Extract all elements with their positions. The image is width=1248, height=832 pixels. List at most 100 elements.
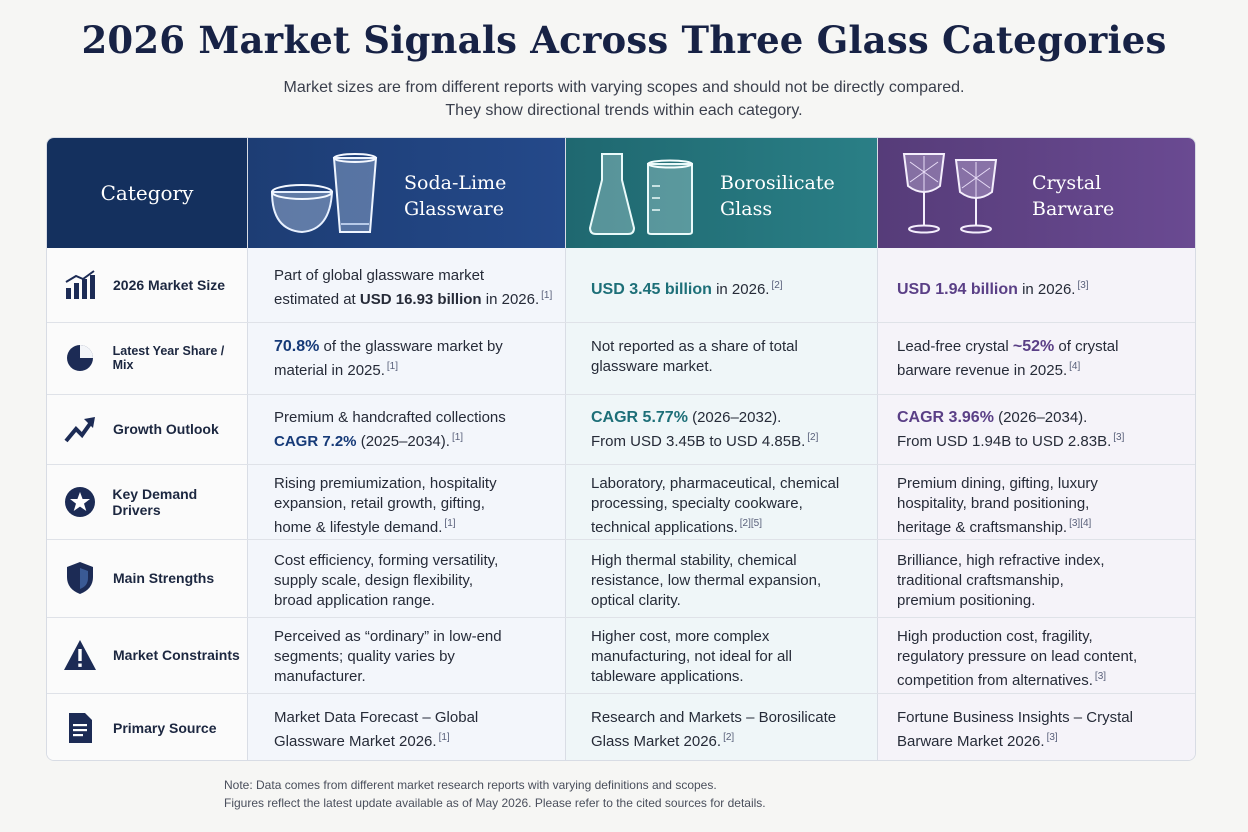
cell-crystal-market-size: USD 1.94 billion in 2026. [3]: [897, 276, 1089, 300]
citation-ref: [4]: [1069, 361, 1081, 372]
cell-soda-strengths: Cost efficiency, forming versatility, su…: [274, 551, 498, 611]
cell-line: Laboratory, pharmaceutical, chemical: [591, 475, 840, 492]
row-label-text: Growth Outlook: [113, 421, 219, 437]
cell-text: From USD 3.45B to USD 4.85B.: [591, 433, 806, 450]
cell-text: competition from alternatives.: [897, 672, 1093, 689]
cell-line: Market Data Forecast – Global: [274, 709, 479, 726]
citation-ref: [3][4]: [1069, 518, 1092, 529]
lab-flask-and-beaker-icon: [588, 153, 693, 235]
header-borosilicate-line-2: Glass: [720, 198, 773, 220]
citation-ref: [1]: [451, 432, 464, 443]
header-borosilicate: Borosilicate Glass: [566, 138, 877, 248]
header-category: Category: [47, 138, 247, 248]
cell-line: processing, specialty cookware,: [591, 495, 803, 512]
cell-text: (2026–2032).: [687, 409, 782, 426]
header-soda-lime-line-1: Soda-Lime: [404, 172, 507, 194]
cell-text: of crystal: [1054, 338, 1119, 355]
cell-line: manufacturing, not ideal for all: [591, 648, 792, 665]
header-soda-lime-line-2: Glassware: [404, 198, 505, 220]
cell-soda-share: 70.8% of the glassware market by materia…: [274, 337, 503, 381]
cell-text: Glass Market 2026.: [591, 733, 722, 750]
market-size-value: USD 3.45 billion: [591, 281, 712, 298]
cagr-value: CAGR 5.77%: [591, 409, 688, 426]
cell-text: in 2026.: [481, 291, 540, 308]
cell-line: broad application range.: [274, 592, 435, 609]
citation-ref: [3]: [1113, 432, 1125, 443]
cell-line: Research and Markets – Borosilicate: [591, 709, 837, 726]
cell-crystal-share: Lead-free crystal ~52% of crystal barwar…: [897, 337, 1118, 381]
cell-text: heritage & craftsmanship.: [897, 519, 1068, 536]
cell-text: of the glassware market by: [319, 338, 503, 355]
cell-text: (2025–2034).: [356, 433, 450, 450]
citation-ref: [3]: [1046, 732, 1058, 743]
cell-text: (2026–2034).: [993, 409, 1088, 426]
cell-boro-share: Not reported as a share of total glasswa…: [591, 337, 798, 377]
cell-line: Not reported as a share of total: [591, 338, 798, 355]
row-label-text: Key Demand Drivers: [112, 485, 198, 518]
row-label-drivers: Key Demand Drivers: [47, 464, 247, 539]
citation-ref: [1]: [438, 732, 450, 743]
pie-chart-icon: [63, 341, 97, 375]
subtitle-line-1: Market sizes are from different reports …: [283, 79, 965, 96]
cell-soda-market-size: Part of global glassware market estimate…: [274, 266, 552, 310]
cell-soda-drivers: Rising premiumization, hospitality expan…: [274, 474, 497, 538]
cell-line: glassware market.: [591, 358, 713, 375]
citation-ref: [1]: [444, 518, 456, 529]
market-size-value: USD 1.94 billion: [897, 281, 1018, 298]
row-label-market-size: 2026 Market Size: [47, 248, 247, 322]
row-label-text: 2026 Market Size: [113, 277, 226, 293]
cell-line: High thermal stability, chemical: [591, 552, 797, 569]
cell-soda-constraints: Perceived as “ordinary” in low-end segme…: [274, 627, 502, 687]
cell-line: Fortune Business Insights – Crystal: [897, 709, 1133, 726]
row-label-text: Market Constraints: [113, 647, 240, 663]
row-label-source: Primary Source: [47, 693, 247, 760]
cell-line: supply scale, design flexibility,: [274, 572, 473, 589]
citation-ref: [2][5]: [739, 518, 763, 529]
cell-text: in 2026.: [711, 281, 770, 298]
cell-boro-drivers: Laboratory, pharmaceutical, chemical pro…: [591, 474, 839, 538]
cell-line: Perceived as “ordinary” in low-end: [274, 628, 502, 645]
footnote: Note: Data comes from different market r…: [224, 776, 766, 812]
cell-boro-strengths: High thermal stability, chemical resista…: [591, 551, 821, 611]
row-label-constraints: Market Constraints: [47, 617, 247, 693]
row-label-text: Latest Year Share / Mix: [112, 344, 225, 372]
cell-boro-constraints: Higher cost, more complex manufacturing,…: [591, 627, 792, 687]
warning-icon: [63, 638, 97, 672]
trend-up-icon: [63, 412, 97, 446]
cell-soda-growth: Premium & handcrafted collections CAGR 7…: [274, 408, 506, 452]
cell-line: regulatory pressure on lead content,: [897, 648, 1138, 665]
citation-ref: [2]: [771, 280, 783, 291]
cell-text: home & lifestyle demand.: [274, 519, 443, 536]
cell-text: From USD 1.94B to USD 2.83B.: [897, 433, 1112, 450]
cell-line: expansion, retail growth, gifting,: [274, 495, 485, 512]
cell-crystal-growth: CAGR 3.96% (2026–2034). From USD 1.94B t…: [897, 408, 1124, 452]
cell-line: hospitality, brand positioning,: [897, 495, 1090, 512]
citation-ref: [1]: [541, 290, 553, 301]
header-soda-lime: Soda-Lime Glassware: [248, 138, 565, 248]
cell-crystal-drivers: Premium dining, gifting, luxury hospital…: [897, 474, 1098, 538]
row-label-strengths: Main Strengths: [47, 539, 247, 617]
cell-text: material in 2025.: [274, 362, 385, 379]
row-label-share: Latest Year Share / Mix: [47, 322, 247, 394]
cell-boro-market-size: USD 3.45 billion in 2026. [2]: [591, 276, 783, 300]
cell-line: Premium dining, gifting, luxury: [897, 475, 1098, 492]
footnote-line-2: Figures reflect the latest update availa…: [224, 796, 766, 810]
footnote-line-1: Note: Data comes from different market r…: [224, 778, 717, 792]
header-crystal-line-1: Crystal: [1032, 172, 1102, 194]
cell-line: Brilliance, high refractive index,: [897, 552, 1105, 569]
cell-text: Lead-free crystal: [897, 338, 1013, 355]
citation-ref: [2]: [807, 432, 819, 443]
cell-text: barware revenue in 2025.: [897, 362, 1068, 379]
cagr-value: CAGR 3.96%: [897, 409, 994, 426]
market-size-value: USD 16.93 billion: [359, 291, 482, 308]
row-label-text: Main Strengths: [113, 570, 215, 586]
cell-text: technical applications.: [591, 519, 738, 536]
cell-line: segments; quality varies by: [274, 648, 455, 665]
citation-ref: [3]: [1094, 671, 1107, 682]
header-crystal: Crystal Barware: [878, 138, 1195, 248]
cell-crystal-strengths: Brilliance, high refractive index, tradi…: [897, 551, 1105, 611]
cell-crystal-source: Fortune Business Insights – Crystal Barw…: [897, 708, 1133, 752]
star-badge-icon: [63, 485, 96, 519]
cell-soda-source: Market Data Forecast – Global Glassware …: [274, 708, 478, 752]
cell-line: Cost efficiency, forming versatility,: [274, 552, 499, 569]
